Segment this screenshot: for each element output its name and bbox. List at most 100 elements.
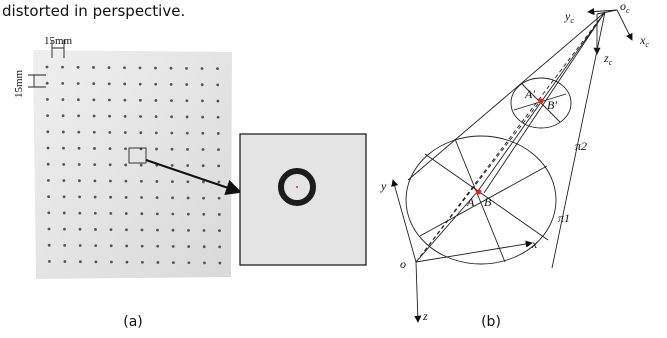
dot — [217, 148, 220, 151]
dot — [78, 212, 81, 215]
dot — [186, 164, 189, 167]
dot — [64, 260, 67, 263]
figure: distorted in perspective. 15mm 15mm (a) … — [0, 0, 667, 338]
dot — [157, 261, 160, 264]
label-xc: xc — [639, 33, 649, 49]
dot — [202, 148, 205, 151]
dot — [92, 82, 95, 85]
dot — [123, 66, 126, 69]
label-y: y — [380, 179, 387, 193]
dot — [46, 82, 49, 85]
label-yc: yc — [564, 9, 574, 25]
dot — [154, 83, 157, 86]
dot — [217, 132, 220, 135]
dot — [46, 66, 49, 69]
dot — [156, 245, 159, 248]
dot — [46, 98, 49, 101]
label-a-prime: A' — [524, 87, 535, 101]
dot — [77, 98, 80, 101]
dot — [185, 67, 188, 70]
dot — [172, 229, 175, 232]
dot — [124, 147, 127, 150]
dot — [108, 99, 111, 102]
dot — [62, 114, 65, 117]
dot — [217, 116, 220, 119]
dashed-lines — [416, 12, 605, 262]
dot — [79, 228, 82, 231]
dot — [48, 244, 51, 247]
panel-a: 15mm 15mm (a) — [13, 35, 366, 330]
panel-b: oc yc xc zc A' B' π2 π1 A B y x z o (b) — [380, 0, 649, 330]
dot — [140, 164, 143, 167]
dot — [125, 212, 128, 215]
dot — [63, 179, 66, 182]
point-a — [477, 190, 482, 195]
dot — [218, 229, 221, 232]
label-b: B — [484, 195, 492, 209]
dot — [108, 66, 111, 69]
label-zc: zc — [603, 51, 613, 67]
dot — [94, 212, 97, 215]
dot — [201, 83, 204, 86]
dot — [62, 147, 65, 150]
dot — [92, 66, 95, 69]
dot — [217, 100, 220, 103]
dot — [140, 196, 143, 199]
dot — [170, 83, 173, 86]
dot — [46, 130, 49, 133]
dot — [139, 131, 142, 134]
label-x: x — [531, 237, 538, 251]
dot — [93, 163, 96, 166]
dot — [62, 163, 65, 166]
dot — [77, 115, 80, 118]
dot — [47, 147, 50, 150]
dot — [201, 116, 204, 119]
point-a-prime — [539, 99, 544, 104]
axis-x — [416, 243, 532, 262]
dot — [109, 180, 112, 183]
dot — [108, 131, 111, 134]
label-a: (a) — [123, 314, 143, 330]
dot — [94, 179, 97, 182]
dot — [156, 212, 159, 215]
dot — [186, 116, 189, 119]
dot — [126, 261, 129, 264]
dot — [108, 115, 111, 118]
dot — [94, 196, 97, 199]
dot — [125, 228, 128, 231]
dot — [93, 98, 96, 101]
dot — [110, 228, 113, 231]
dot — [78, 179, 81, 182]
dot — [46, 114, 49, 117]
dot — [94, 244, 97, 247]
dot — [63, 212, 66, 215]
center — [296, 186, 298, 188]
label-o: o — [400, 257, 406, 271]
dot — [93, 115, 96, 118]
dot — [218, 245, 221, 248]
dot — [172, 245, 175, 248]
dot — [110, 261, 113, 264]
dot — [156, 180, 159, 183]
label-z: z — [422, 309, 428, 323]
dot — [187, 229, 190, 232]
dot — [186, 99, 189, 102]
dot — [155, 99, 158, 102]
dot — [140, 180, 143, 183]
dot — [155, 131, 158, 134]
dot — [95, 260, 98, 263]
dot — [78, 147, 81, 150]
dot — [141, 245, 144, 248]
dot — [125, 245, 128, 248]
dot — [77, 131, 80, 134]
dot — [156, 196, 159, 199]
dot — [203, 262, 206, 265]
dot — [139, 67, 142, 70]
dim-v-label: 15mm — [13, 69, 25, 98]
dot — [218, 181, 221, 184]
dot — [201, 100, 204, 103]
dot — [171, 164, 174, 167]
dot — [203, 229, 206, 232]
dot — [201, 132, 204, 135]
dot — [48, 260, 51, 263]
